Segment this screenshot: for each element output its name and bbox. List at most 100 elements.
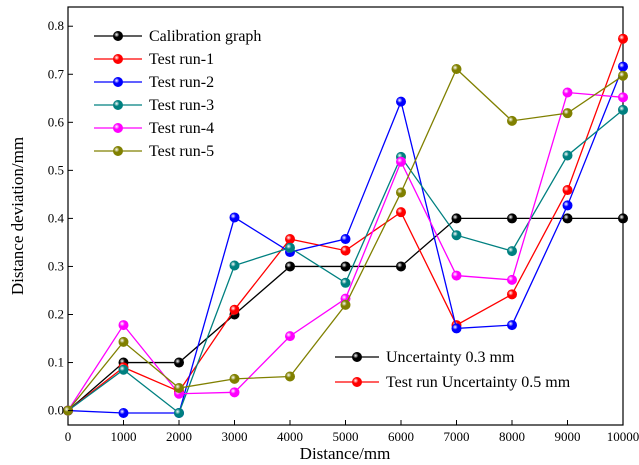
data-point <box>173 407 184 418</box>
series-line <box>67 38 624 412</box>
x-tick-label: 2000 <box>166 429 192 444</box>
data-point <box>395 261 406 272</box>
data-point <box>451 323 462 334</box>
data-point <box>506 274 517 285</box>
data-point <box>340 234 351 245</box>
data-point <box>618 213 629 224</box>
data-point <box>229 304 240 315</box>
legend-extra-item: Test run Uncertainty 0.5 mm <box>335 374 571 391</box>
data-point <box>229 373 240 384</box>
legend-label: Calibration graph <box>149 28 261 45</box>
x-axis-ticks: 0 1000 2000 3000 4000 5000 6000 7000 8000 9000 100… <box>65 420 639 444</box>
legend-label: Test run-1 <box>149 51 214 68</box>
data-point <box>395 187 406 198</box>
legend-marker <box>113 123 124 134</box>
x-tick-label: 9000 <box>555 429 581 444</box>
legend-item: Test run-5 <box>94 143 214 160</box>
series-5 <box>63 87 629 416</box>
x-tick-label: 4000 <box>277 429 303 444</box>
legend-marker <box>351 376 362 387</box>
data-point <box>618 33 629 44</box>
data-point <box>229 260 240 271</box>
legend-marker <box>113 77 124 88</box>
legend-main: Calibration graph Test run-1 Test run-2 Tes… <box>94 28 261 160</box>
legend-label: Test run-5 <box>149 143 214 160</box>
data-point <box>284 371 295 382</box>
data-point <box>118 407 129 418</box>
y-tick-label: 0.8 <box>48 18 64 33</box>
legend-marker <box>113 30 124 41</box>
legend-extra: Uncertainty 0.3 mm Test run Uncertainty 0… <box>335 349 571 391</box>
y-tick-label: 0.4 <box>48 210 65 225</box>
data-point <box>506 289 517 300</box>
data-point <box>395 96 406 107</box>
legend-marker <box>351 351 362 362</box>
y-axis-title: Distance deviation/mm <box>8 137 27 295</box>
data-point <box>395 207 406 218</box>
data-point <box>284 234 295 245</box>
data-point <box>451 230 462 241</box>
legend-label: Test run-4 <box>149 120 214 137</box>
y-tick-label: 0.2 <box>48 306 64 321</box>
legend-marker <box>113 145 124 156</box>
data-point <box>506 115 517 126</box>
data-point <box>562 87 573 98</box>
data-point <box>618 92 629 103</box>
y-tick-label: 0.7 <box>48 66 65 81</box>
y-tick-label: 0.0 <box>48 403 64 418</box>
series-layer <box>63 33 629 418</box>
x-axis-title: Distance/mm <box>300 444 391 463</box>
x-tick-label: 5000 <box>333 429 359 444</box>
data-point <box>340 299 351 310</box>
x-tick-label: 3000 <box>222 429 248 444</box>
legend-item: Test run-4 <box>94 120 214 137</box>
data-point <box>395 156 406 167</box>
data-point <box>618 70 629 81</box>
legend-marker <box>113 54 124 65</box>
y-tick-label: 0.3 <box>48 258 64 273</box>
data-point <box>506 246 517 257</box>
data-point <box>506 213 517 224</box>
data-point <box>340 261 351 272</box>
legend-item: Test run-3 <box>94 97 214 114</box>
series-6 <box>63 63 629 416</box>
legend-item: Calibration graph <box>94 28 261 45</box>
data-point <box>173 357 184 368</box>
x-tick-label: 0 <box>65 429 72 444</box>
data-point <box>451 63 462 74</box>
data-point <box>562 108 573 119</box>
data-point <box>451 270 462 281</box>
data-point <box>506 320 517 331</box>
data-point <box>284 331 295 342</box>
data-point <box>562 200 573 211</box>
data-point <box>562 150 573 161</box>
x-tick-label: 10000 <box>607 429 639 444</box>
data-point <box>562 213 573 224</box>
legend-item: Test run-1 <box>94 51 214 68</box>
data-point <box>229 387 240 398</box>
legend-marker <box>113 100 124 111</box>
data-point <box>562 185 573 196</box>
data-point <box>229 212 240 223</box>
data-point <box>284 261 295 272</box>
legend-label: Test run Uncertainty 0.5 mm <box>386 374 571 391</box>
data-point <box>618 61 629 72</box>
legend-label: Uncertainty 0.3 mm <box>386 349 515 366</box>
x-tick-label: 7000 <box>444 429 470 444</box>
data-point <box>118 320 129 331</box>
x-tick-label: 1000 <box>111 429 137 444</box>
data-point <box>451 213 462 224</box>
data-point <box>340 245 351 256</box>
x-tick-label: 6000 <box>388 429 414 444</box>
y-tick-label: 0.5 <box>48 162 64 177</box>
data-point <box>118 336 129 347</box>
legend-label: Test run-2 <box>149 74 214 91</box>
data-point <box>173 383 184 394</box>
series-2 <box>63 33 629 416</box>
data-point <box>284 242 295 253</box>
y-tick-label: 0.6 <box>48 114 65 129</box>
x-tick-label: 8000 <box>499 429 525 444</box>
y-tick-label: 0.1 <box>48 355 64 370</box>
legend-label: Test run-3 <box>149 97 214 114</box>
